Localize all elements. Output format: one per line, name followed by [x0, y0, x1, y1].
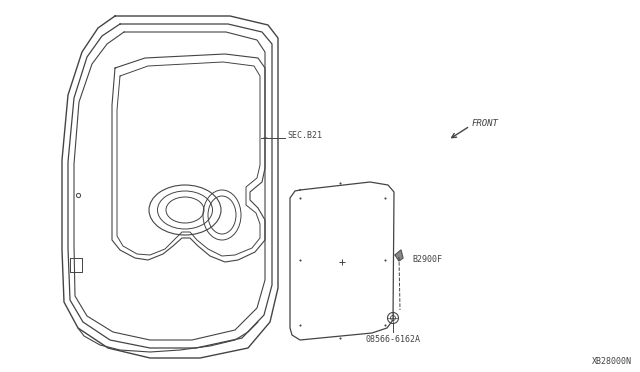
- Text: 08566-6162A: 08566-6162A: [365, 336, 420, 344]
- Text: FRONT: FRONT: [472, 119, 499, 128]
- Polygon shape: [395, 250, 403, 261]
- Text: B2900F: B2900F: [412, 256, 442, 264]
- Text: XB28000N: XB28000N: [592, 357, 632, 366]
- Text: SEC.B21: SEC.B21: [287, 131, 322, 140]
